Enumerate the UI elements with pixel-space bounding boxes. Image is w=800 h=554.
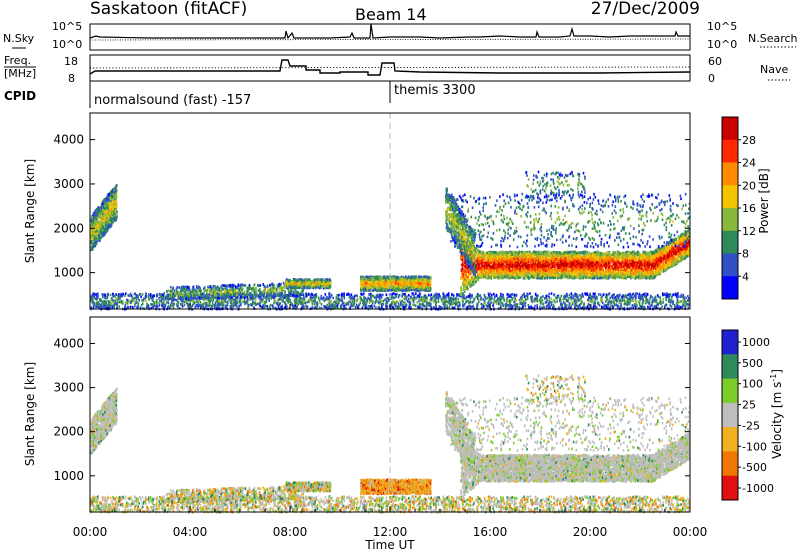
x-tick-label: 20:00 [573,525,608,539]
power-colorbar-tick: 8 [742,248,749,261]
power-colorbar-swatch [722,276,738,299]
nsky-tick-bottom: 10^0 [52,38,82,51]
nsearch-tick-bottom: 10^0 [707,38,737,51]
noise-panel: N.Sky 10^5 10^0 10^5 10^0 N.Search [3,20,798,51]
power-panel: 1000 2000 3000 4000 Slant Range [km] 4 8 12 16… [23,113,771,311]
velocity-colorbar-tick: -1000 [742,482,774,495]
velocity-colorbar-tick: -25 [742,419,760,432]
velocity-colorbar-swatch [722,476,738,501]
power-colorbar-swatch [722,208,738,231]
x-tick-label: 04:00 [173,525,208,539]
y-tick-label: 4000 [53,336,84,350]
velocity-colorbar-swatch [722,330,738,355]
power-colorbar-swatch [722,117,738,140]
power-colorbar-swatch [722,185,738,208]
y-tick-label: 2000 [53,425,84,439]
velocity-colorbar-label: Velocity [m s-1] [769,369,784,459]
velocity-colorbar-tick: 1000 [742,336,770,349]
nave-tick-top: 60 [708,55,722,68]
power-colorbar-tick: 12 [742,225,756,238]
nsky-label: N.Sky [3,32,35,45]
nsearch-label: N.Search [748,32,798,45]
station-title: Saskatoon (fitACF) [90,0,247,19]
velocity-colorbar-swatch [722,403,738,428]
freq-tick-bottom: 8 [68,72,75,85]
cpid-left-text: normalsound (fast) -157 [94,93,251,108]
x-tick-label: 16:00 [473,525,508,539]
date-title: 27/Dec/2009 [591,0,700,19]
nave-tick-bottom: 0 [708,72,715,85]
power-colorbar-tick: 4 [742,270,749,283]
velocity-colorbar-tick: -100 [742,440,767,453]
power-colorbar-swatch [722,254,738,277]
power-colorbar-tick: 16 [742,202,756,215]
x-tick-label: 00:00 [73,525,108,539]
y-tick-label: 3000 [53,381,84,395]
velocity-colorbar-tick: 100 [742,378,763,391]
cpid-label: CPID [4,89,36,103]
x-tick-label: 00:00 [673,525,708,539]
y-tick-label: 4000 [53,133,84,147]
velocity-colorbar-tick: 500 [742,357,763,370]
power-colorbar-label: Power [dB] [757,168,771,233]
velocity-colorbar-swatch [722,354,738,379]
rti-figure: Saskatoon (fitACF) Beam 14 27/Dec/2009 N… [0,0,800,554]
velocity-colorbar-tick: 25 [742,399,756,412]
velocity-panel: 1000 2000 3000 4000 Slant Range [km] 1000 50… [23,304,784,552]
freq-panel: Freq. [MHz] 18 8 60 0 Nave CPID normalso… [4,54,790,108]
freq-tick-top: 18 [64,55,78,68]
y-tick-label: 2000 [53,221,84,235]
power-colorbar-tick: 24 [742,157,756,170]
velocity-colorbar-swatch [722,379,738,404]
x-axis-label: Time UT [364,538,415,552]
freq-label-1: Freq. [4,54,31,67]
y-tick-label: 1000 [53,266,84,280]
noise-search-line [90,39,690,40]
beam-title: Beam 14 [355,5,427,24]
nave-label: Nave [760,63,788,76]
x-tick-label: 08:00 [273,525,308,539]
velocity-colorbar-swatch [722,427,738,452]
y-tick-label: 1000 [53,469,84,483]
velocity-colorbar-swatch [722,451,738,476]
power-colorbar: 4 8 12 16 20 24 28 [722,117,756,300]
noise-sky-line [90,24,690,38]
velocity-colorbar: 1000 500 100 25 -25 -100 -500 -1000 [722,330,774,501]
cpid-right-text: themis 3300 [394,83,476,98]
power-colorbar-tick: 28 [742,134,756,147]
velocity-colorbar-tick: -500 [742,461,767,474]
nsky-tick-top: 10^5 [52,20,82,33]
nave-line [90,67,690,68]
power-colorbar-swatch [722,231,738,254]
freq-label-2: [MHz] [4,67,36,80]
power-data-cells [90,171,690,311]
power-ylabel: Slant Range [km] [23,159,37,263]
power-colorbar-swatch [722,140,738,163]
power-colorbar-swatch [722,163,738,186]
power-colorbar-tick: 20 [742,179,756,192]
nsearch-tick-top: 10^5 [707,20,737,33]
velocity-ylabel: Slant Range [km] [23,362,37,466]
x-tick-label: 12:00 [373,525,408,539]
y-tick-label: 3000 [53,177,84,191]
